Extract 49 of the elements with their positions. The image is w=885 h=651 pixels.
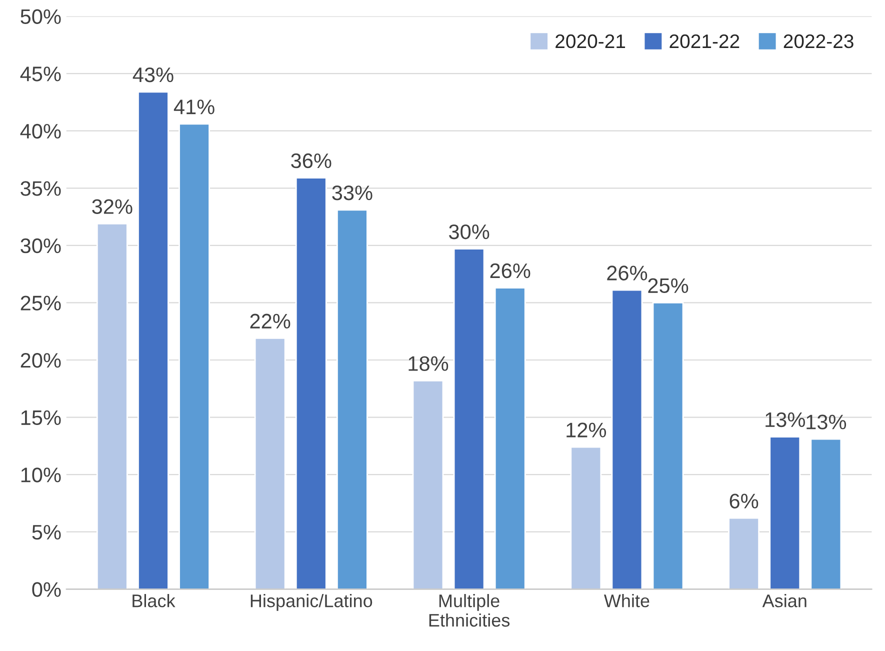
data-label: 43% <box>132 67 174 82</box>
y-tick-label: 0% <box>32 582 61 597</box>
y-tick-label: 30% <box>20 238 61 254</box>
data-label: 25% <box>648 278 688 294</box>
bar <box>453 248 485 590</box>
data-label: 41% <box>174 100 214 114</box>
y-tick-label: 40% <box>20 124 61 139</box>
data-label: 6% <box>730 494 758 508</box>
y-tick-label: 50% <box>20 9 61 24</box>
data-label: 18% <box>408 356 448 371</box>
y-tick-label: 45% <box>20 66 61 82</box>
bar <box>336 209 368 590</box>
data-label: 32% <box>92 199 132 214</box>
bar <box>652 302 684 590</box>
data-label: 36% <box>291 153 332 168</box>
x-tick-label: Multiple Ethnicities <box>429 594 510 627</box>
data-label: 30% <box>448 224 490 240</box>
y-tick-label: 10% <box>21 468 61 482</box>
y-tick-label: 20% <box>20 353 61 368</box>
data-label: 33% <box>332 185 372 200</box>
bar <box>178 123 210 590</box>
bar <box>611 289 643 590</box>
data-label: 13% <box>806 414 846 430</box>
bar <box>138 91 169 590</box>
data-label: 26% <box>490 263 530 278</box>
y-tick-label: 35% <box>20 181 61 196</box>
bar <box>254 338 286 590</box>
bar <box>570 446 602 590</box>
bar <box>412 380 444 590</box>
bar <box>810 438 842 590</box>
y-tick-label: 15% <box>21 410 61 426</box>
legend-label: 2022-23 <box>784 34 854 48</box>
bar <box>769 436 801 590</box>
data-label: 13% <box>766 412 805 428</box>
bar <box>728 517 760 590</box>
x-tick-label: Asian <box>762 594 806 608</box>
x-tick-label: Hispanic/Latino <box>250 594 372 611</box>
bar <box>295 177 327 590</box>
data-label: 26% <box>607 266 648 280</box>
bar <box>494 287 526 590</box>
bar <box>96 222 128 590</box>
x-tick-label: Black <box>132 594 176 608</box>
legend-label: 2020-21 <box>556 34 626 48</box>
x-tick-label: White <box>604 594 650 608</box>
y-tick-label: 5% <box>32 524 61 540</box>
data-label: 12% <box>566 422 606 438</box>
legend-label: 2021-22 <box>670 34 740 48</box>
y-tick-label: 25% <box>20 296 61 310</box>
data-label: 22% <box>250 314 290 328</box>
